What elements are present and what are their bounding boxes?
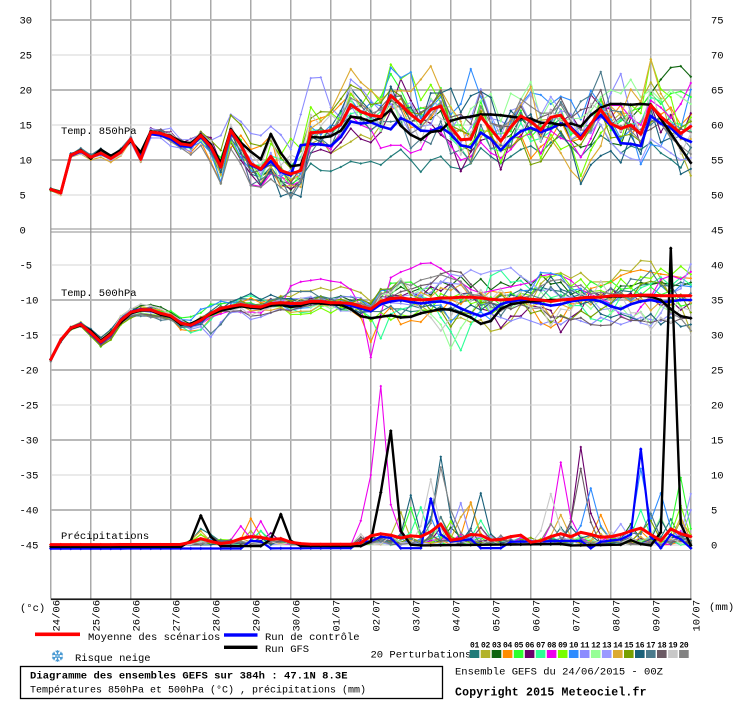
svg-text:05: 05 <box>514 642 524 651</box>
svg-text:25/06: 25/06 <box>91 600 103 632</box>
svg-text:06: 06 <box>525 642 535 651</box>
svg-text:35: 35 <box>711 296 724 308</box>
svg-text:26/06: 26/06 <box>131 600 143 632</box>
svg-text:09/07: 09/07 <box>651 600 663 632</box>
svg-text:50: 50 <box>711 191 724 203</box>
svg-text:02/07: 02/07 <box>371 600 383 632</box>
svg-text:20: 20 <box>711 401 724 413</box>
svg-text:03: 03 <box>492 642 502 651</box>
svg-text:75: 75 <box>711 16 724 28</box>
svg-text:-10: -10 <box>20 296 39 308</box>
svg-text:04: 04 <box>503 642 513 651</box>
svg-text:-25: -25 <box>20 401 39 413</box>
svg-text:11: 11 <box>580 642 590 651</box>
svg-text:15: 15 <box>20 121 33 133</box>
svg-text:29/06: 29/06 <box>251 600 263 632</box>
svg-text:55: 55 <box>711 156 724 168</box>
svg-text:24/06: 24/06 <box>51 600 63 632</box>
svg-text:15: 15 <box>624 642 634 651</box>
svg-text:Moyenne des scénarios: Moyenne des scénarios <box>88 632 220 644</box>
svg-text:Ensemble GEFS du 24/06/2015 -: Ensemble GEFS du 24/06/2015 - 00Z <box>455 667 663 679</box>
svg-text:17: 17 <box>646 642 656 651</box>
svg-text:5: 5 <box>20 191 26 203</box>
svg-text:-15: -15 <box>20 331 39 343</box>
svg-text:20 Perturbations: 20 Perturbations <box>371 650 472 662</box>
svg-text:5: 5 <box>711 506 717 518</box>
svg-text:Températures 850hPa et 500hPa: Températures 850hPa et 500hPa (°C) , pré… <box>30 685 366 697</box>
svg-text:Run GFS: Run GFS <box>265 644 309 656</box>
svg-text:16: 16 <box>635 642 645 651</box>
svg-text:Risque neige: Risque neige <box>75 653 151 665</box>
svg-text:09: 09 <box>558 642 568 651</box>
svg-text:Copyright 2015 Meteociel.fr: Copyright 2015 Meteociel.fr <box>455 687 647 700</box>
svg-text:30/06: 30/06 <box>291 600 303 632</box>
svg-text:02: 02 <box>481 642 491 651</box>
svg-text:-5: -5 <box>20 261 33 273</box>
svg-text:01: 01 <box>470 642 480 651</box>
svg-text:25: 25 <box>711 366 724 378</box>
svg-text:18: 18 <box>657 642 667 651</box>
svg-text:10: 10 <box>569 642 579 651</box>
svg-text:65: 65 <box>711 86 724 98</box>
svg-text:28/06: 28/06 <box>211 600 223 632</box>
svg-text:0: 0 <box>20 226 26 238</box>
svg-text:Temp. 850hPa: Temp. 850hPa <box>61 126 137 138</box>
svg-text:Run de contrôle: Run de contrôle <box>265 632 360 644</box>
svg-text:12: 12 <box>591 642 601 651</box>
svg-text:Diagramme des ensembles GEFS s: Diagramme des ensembles GEFS sur 384h : … <box>30 671 348 683</box>
svg-text:-30: -30 <box>20 436 39 448</box>
svg-text:13: 13 <box>602 642 612 651</box>
svg-text:-40: -40 <box>20 506 39 518</box>
svg-text:05/07: 05/07 <box>491 600 503 632</box>
svg-text:45: 45 <box>711 226 724 238</box>
svg-text:-35: -35 <box>20 471 39 483</box>
svg-text:25: 25 <box>20 51 33 63</box>
svg-text:08: 08 <box>547 642 557 651</box>
svg-text:70: 70 <box>711 51 724 63</box>
svg-text:-45: -45 <box>20 541 39 553</box>
svg-text:06/07: 06/07 <box>531 600 543 632</box>
svg-text:08/07: 08/07 <box>611 600 623 632</box>
svg-text:20: 20 <box>20 86 33 98</box>
svg-text:40: 40 <box>711 261 724 273</box>
svg-text:30: 30 <box>20 16 33 28</box>
svg-text:10: 10 <box>20 156 33 168</box>
svg-text:0: 0 <box>711 541 717 553</box>
svg-text:15: 15 <box>711 436 724 448</box>
svg-text:07/07: 07/07 <box>571 600 583 632</box>
svg-text:(mm): (mm) <box>709 602 734 614</box>
svg-text:10/07: 10/07 <box>691 600 703 632</box>
svg-text:(°c): (°c) <box>20 603 45 615</box>
svg-text:30: 30 <box>711 331 724 343</box>
svg-text:Temp. 500hPa: Temp. 500hPa <box>61 288 137 300</box>
svg-text:10: 10 <box>711 471 724 483</box>
svg-text:Précipitations: Précipitations <box>61 531 149 543</box>
svg-text:60: 60 <box>711 121 724 133</box>
svg-text:04/07: 04/07 <box>451 600 463 632</box>
svg-text:27/06: 27/06 <box>171 600 183 632</box>
svg-text:20: 20 <box>679 642 689 651</box>
svg-text:19: 19 <box>668 642 678 651</box>
svg-text:01/07: 01/07 <box>331 600 343 632</box>
svg-text:03/07: 03/07 <box>411 600 423 632</box>
svg-text:07: 07 <box>536 642 546 651</box>
svg-text:-20: -20 <box>20 366 39 378</box>
svg-text:14: 14 <box>613 642 623 651</box>
